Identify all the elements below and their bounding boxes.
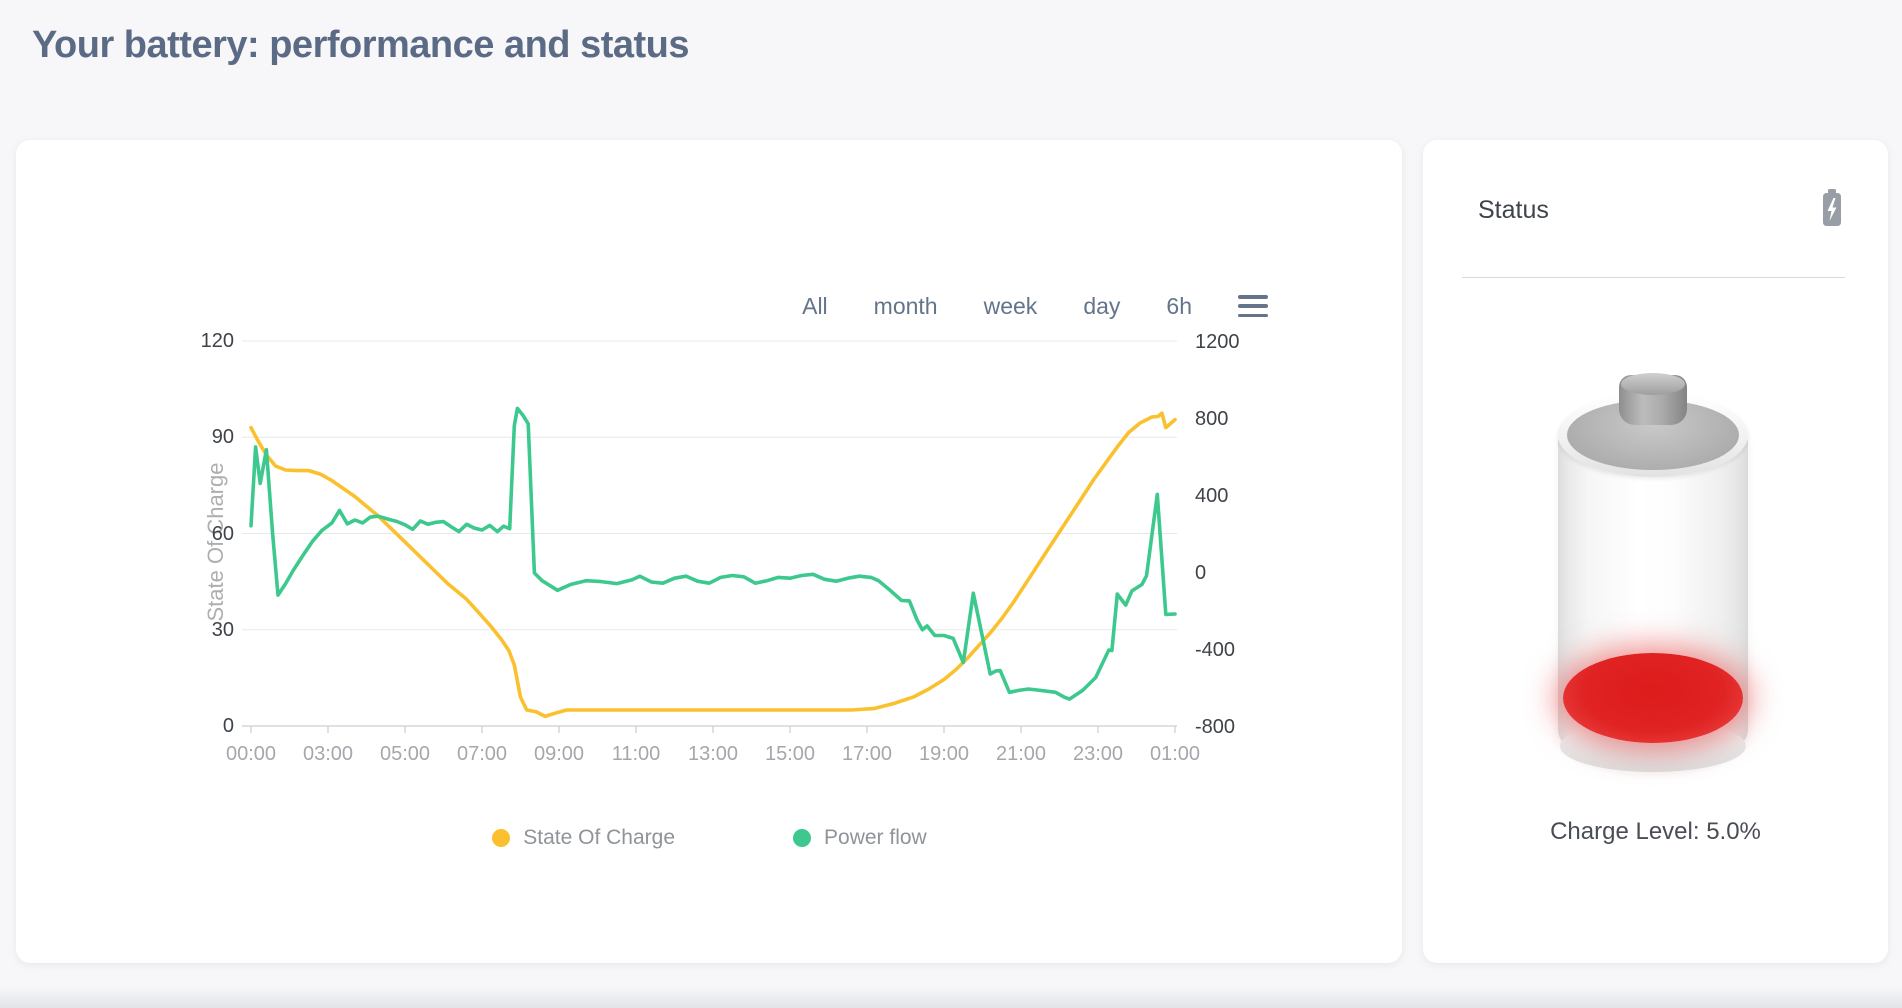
x-tick: 21:00: [995, 743, 1047, 765]
y-right-tick: 400: [1195, 485, 1229, 507]
legend-label: Power flow: [824, 826, 927, 849]
status-title: Status: [1478, 195, 1549, 224]
power-flow-legend-dot: [793, 829, 812, 847]
y-left-tick: 120: [200, 330, 234, 352]
y-right-tick: 0: [1195, 562, 1207, 584]
x-tick: 19:00: [918, 743, 970, 765]
y-right-tick: 1200: [1195, 331, 1240, 353]
x-tick: 13:00: [687, 743, 739, 765]
line-chart-plot: [242, 340, 1177, 733]
range-button-6h[interactable]: 6h: [1166, 293, 1192, 319]
hamburger-menu-icon[interactable]: [1238, 295, 1268, 317]
y-left-tick: 30: [211, 618, 234, 641]
battery-terminal: [1619, 373, 1687, 425]
state-of-charge-legend-dot: [492, 829, 511, 847]
legend-item-power-flow[interactable]: Power flow: [793, 826, 927, 850]
y-left-tick: 0: [222, 715, 234, 737]
status-divider: [1462, 277, 1845, 278]
y-right-tick: -400: [1195, 639, 1236, 661]
range-button-week[interactable]: week: [983, 293, 1038, 319]
y-left-tick: 90: [211, 426, 234, 449]
battery-performance-chart-card: All month week day 6h State Of Charge 12…: [16, 140, 1402, 963]
y-right-tick: -800: [1195, 716, 1236, 738]
range-button-all[interactable]: All: [802, 293, 828, 319]
legend-item-state-of-charge[interactable]: State Of Charge: [492, 826, 675, 850]
battery-status-card: Status Charge Level: 5.0%: [1423, 140, 1888, 963]
x-tick: 01:00: [1149, 743, 1201, 765]
x-tick: 09:00: [533, 743, 585, 765]
battery-charging-icon: [1819, 188, 1845, 233]
battery-illustration: [1558, 373, 1748, 775]
x-tick: 15:00: [764, 743, 816, 765]
x-tick: 07:00: [456, 743, 508, 765]
range-button-month[interactable]: month: [873, 293, 938, 319]
x-tick: 03:00: [302, 743, 354, 765]
battery-charge-level-red: [1563, 653, 1743, 743]
status-header: Status: [1463, 188, 1845, 232]
x-tick: 00:00: [225, 743, 277, 765]
y-right-tick: 800: [1195, 408, 1229, 430]
x-tick: 17:00: [841, 743, 893, 765]
x-tick: 05:00: [379, 743, 431, 765]
y-left-tick: 60: [211, 522, 234, 545]
chart-range-controls: All month week day 6h: [802, 288, 1268, 324]
x-tick: 11:00: [611, 743, 661, 765]
range-button-day[interactable]: day: [1083, 293, 1121, 319]
page-bottom-band: [0, 986, 1902, 1008]
page-title: Your battery: performance and status: [32, 24, 690, 66]
chart-legend: State Of Charge Power flow: [242, 826, 1177, 850]
legend-label: State Of Charge: [523, 826, 676, 849]
x-tick: 23:00: [1072, 743, 1124, 765]
charge-level-text: Charge Level: 5.0%: [1550, 818, 1761, 845]
